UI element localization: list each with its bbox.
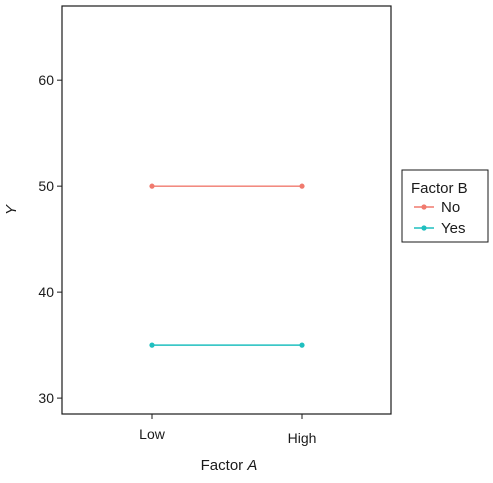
legend-key-point	[421, 225, 427, 231]
legend-title: Factor B	[411, 180, 468, 197]
data-point	[149, 183, 155, 189]
legend-item-no: No	[414, 199, 460, 216]
series-no	[149, 183, 305, 189]
y-tick-label: 50	[38, 178, 54, 194]
y-tick-label: 40	[38, 284, 54, 300]
y-tick-label: 60	[38, 72, 54, 88]
y-axis-title: Y	[3, 204, 20, 215]
series-yes	[149, 342, 305, 348]
x-axis: Low High	[139, 414, 316, 446]
data-point	[299, 342, 305, 348]
plot-panel	[61, 5, 392, 415]
data-point	[149, 342, 155, 348]
x-tick-label-low: Low	[139, 426, 166, 442]
x-axis-title-prefix: Factor	[201, 457, 248, 474]
x-tick-label-high: High	[288, 430, 317, 446]
legend-item-yes: Yes	[414, 220, 465, 237]
y-axis: 30 40 50 60	[38, 72, 62, 406]
legend-key-point	[421, 204, 427, 210]
legend-label: Yes	[441, 220, 465, 237]
legend-items: No Yes	[414, 199, 465, 237]
data-point	[299, 183, 305, 189]
series-layer	[149, 183, 305, 348]
legend-label: No	[441, 199, 460, 216]
x-axis-title: Factor A	[201, 457, 258, 474]
legend-box	[401, 169, 489, 243]
y-tick-label: 30	[38, 390, 54, 406]
legend: Factor B No Yes	[401, 169, 489, 243]
x-axis-title-variable: A	[246, 457, 257, 474]
